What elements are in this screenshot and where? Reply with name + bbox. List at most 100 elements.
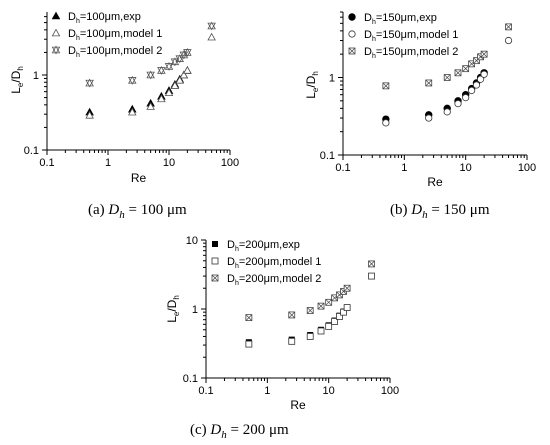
- data-point: [325, 298, 333, 306]
- x-tick-label: 10: [323, 385, 335, 397]
- data-point: [179, 70, 189, 79]
- data-point: [306, 307, 314, 314]
- panel-caption: (a) Dh = 100 μm: [88, 202, 187, 221]
- legend-label: Dh=200μm,model 1: [227, 256, 321, 270]
- data-point: [472, 81, 481, 89]
- data-point: [85, 110, 94, 119]
- data-point: [170, 81, 180, 89]
- legend-entry: Dh=200μm,model 1: [211, 256, 321, 270]
- data-point: [306, 333, 314, 340]
- data-point: [340, 308, 347, 316]
- data-point: [462, 94, 470, 102]
- legend-entry: Dh=150μm,model 2: [348, 46, 458, 60]
- panel-caption: (c) Dh = 200 μm: [190, 422, 289, 441]
- data-point: [368, 272, 375, 280]
- series-1: [382, 69, 488, 123]
- data-point: [425, 114, 433, 122]
- y-tick-label: 10: [186, 235, 198, 247]
- legend-label: Dh=200μm,exp: [227, 239, 300, 253]
- legend-entry: Dh=200μm,exp: [212, 239, 300, 253]
- series-3: [245, 260, 375, 322]
- data-point: [462, 65, 470, 73]
- data-point: [127, 75, 137, 85]
- y-tick-label: 1: [329, 73, 335, 85]
- y-axis-label: Le/Dh: [9, 66, 25, 94]
- legend-label: Dh=100μm,model 1: [68, 28, 162, 42]
- data-point: [505, 23, 512, 31]
- y-axis-label: Le/Dh: [304, 71, 320, 99]
- data-point: [164, 88, 174, 97]
- data-point: [343, 304, 351, 311]
- series-3: [382, 23, 512, 90]
- data-point: [175, 54, 185, 64]
- data-point: [382, 119, 390, 127]
- data-point: [331, 318, 339, 325]
- data-point: [454, 69, 462, 77]
- data-point: [317, 327, 325, 335]
- data-point: [454, 100, 462, 108]
- data-point: [157, 94, 166, 103]
- series-2: [85, 32, 216, 119]
- y-tick-label: 1: [33, 70, 39, 82]
- chart-panel-3: 0.1 1 10 100 0.1 1 10 Re Le/Dh Dh=200μm,exp Dh=200…: [165, 235, 399, 412]
- series-1: [245, 304, 351, 346]
- data-point: [468, 86, 476, 95]
- legend-entry: Dh=150μm,exp: [348, 12, 437, 26]
- data-point: [425, 79, 433, 87]
- data-point: [183, 66, 192, 74]
- y-tick-label: 0.1: [24, 145, 39, 157]
- data-point: [325, 322, 333, 330]
- legend-entry: Dh=100μm,model 2: [51, 45, 162, 59]
- data-point: [127, 107, 137, 116]
- x-axis-label: Re: [131, 171, 147, 185]
- panel-caption: (b) Dh = 150 μm: [390, 202, 490, 221]
- data-point: [343, 284, 351, 292]
- data-point: [476, 75, 485, 83]
- y-tick-label: 1: [192, 304, 198, 316]
- legend-entry: Dh=100μm,model 1: [51, 28, 162, 42]
- legend-entry: Dh=200μm,model 2: [211, 273, 321, 287]
- x-tick-label: 0.1: [39, 157, 54, 169]
- data-point: [368, 260, 375, 268]
- y-axis-label: Le/Dh: [165, 295, 181, 323]
- data-point: [317, 302, 325, 310]
- data-point: [480, 70, 488, 78]
- x-tick-label: 10: [163, 157, 175, 169]
- data-point: [443, 74, 451, 81]
- data-point: [146, 102, 155, 110]
- x-tick-label: 100: [221, 157, 239, 169]
- x-tick-label: 1: [401, 162, 407, 174]
- series-2: [245, 272, 375, 348]
- data-point: [480, 50, 488, 58]
- series-2: [382, 36, 513, 127]
- x-axis-label: Re: [427, 175, 443, 189]
- chart-panel-2: 0.1 1 10 100 0.1 1 Re Le/Dh Dh=150μm,exp Dh=150μm…: [304, 11, 536, 189]
- data-point: [443, 108, 451, 116]
- y-tick-label: 0.1: [183, 373, 198, 385]
- legend-label: Dh=100μm,model 2: [68, 45, 162, 59]
- x-tick-label: 100: [381, 385, 399, 397]
- series-3: [85, 21, 216, 88]
- data-point: [183, 47, 192, 57]
- legend-label: Dh=150μm,model 1: [364, 29, 458, 43]
- data-point: [245, 340, 253, 348]
- legend-label: Dh=200μm,model 2: [227, 273, 321, 287]
- data-point: [207, 21, 216, 31]
- data-point: [85, 78, 94, 88]
- x-tick-label: 0.1: [198, 385, 213, 397]
- legend-label: Dh=150μm,exp: [364, 12, 437, 26]
- data-point: [175, 75, 185, 84]
- x-tick-label: 10: [460, 162, 472, 174]
- y-tick-label: 0.1: [320, 150, 335, 162]
- legend-entry: Dh=150μm,model 1: [348, 29, 458, 43]
- data-point: [245, 314, 253, 322]
- x-tick-label: 1: [264, 385, 270, 397]
- data-point: [157, 66, 166, 75]
- data-point: [146, 70, 155, 80]
- x-tick-label: 0.1: [335, 162, 350, 174]
- series-1: [85, 66, 192, 116]
- data-point: [336, 313, 343, 320]
- x-tick-label: 1: [105, 157, 111, 169]
- legend-entry: Dh=100μm,exp: [51, 11, 141, 25]
